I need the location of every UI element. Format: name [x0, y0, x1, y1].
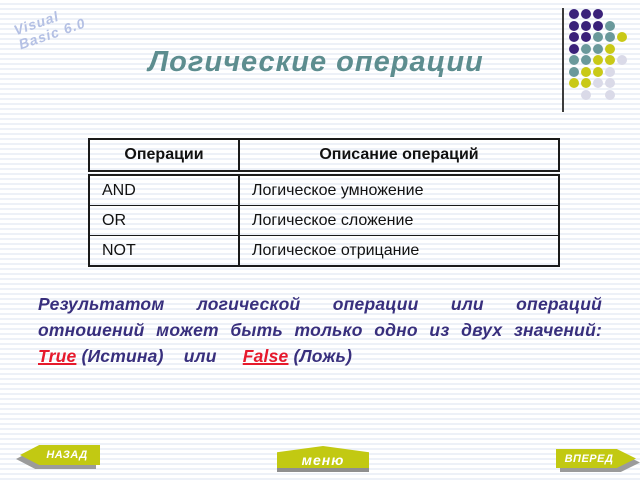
conjunction-word: или	[183, 346, 217, 366]
decor-dot	[605, 55, 615, 65]
decor-dot	[593, 9, 603, 19]
table-header-row: Операции Описание операций	[89, 139, 559, 176]
decor-dot	[605, 32, 615, 42]
decor-dot	[581, 20, 591, 31]
decor-dot	[581, 32, 591, 42]
description-cell: Логическое сложение	[239, 205, 559, 236]
decor-dot	[569, 20, 579, 31]
forward-arrow-icon: ВПЕРЕД	[556, 449, 636, 468]
decor-dot	[605, 66, 615, 77]
true-keyword: True	[38, 346, 77, 366]
menu-pentagon-icon: меню	[277, 446, 369, 469]
true-note: (Истина)	[81, 346, 164, 366]
decor-dot	[593, 32, 603, 42]
description-cell: Логическое отрицание	[239, 235, 559, 266]
decor-dot	[617, 55, 627, 65]
decor-dot	[581, 89, 591, 100]
statement-line3: True (Истина) или False (Ложь)	[38, 343, 602, 369]
forward-button-label: ВПЕРЕД	[564, 452, 614, 465]
operations-table-body: AND Логическое умножение OR Логическое слож…	[89, 173, 559, 266]
operation-cell: NOT	[89, 235, 240, 266]
menu-button[interactable]: меню	[277, 446, 369, 472]
decor-dot	[617, 32, 627, 42]
false-note: (Ложь)	[293, 346, 353, 366]
decor-dot	[593, 78, 603, 88]
decor-dot	[581, 66, 591, 77]
operations-table: Операции Описание операций AND Логическое…	[88, 138, 560, 267]
operations-column-header: Операции	[89, 139, 240, 176]
page-title: Логические операции	[148, 46, 484, 78]
decor-dot	[605, 78, 615, 88]
statement-paragraph: Результатом логической операции или опер…	[38, 291, 602, 369]
decor-dot	[581, 9, 591, 19]
decor-dot	[569, 55, 579, 65]
back-button-label: НАЗАД	[46, 449, 88, 461]
decor-dot	[581, 55, 591, 65]
decor-dot	[593, 55, 603, 65]
decor-dot	[605, 20, 615, 31]
decor-dot	[569, 66, 579, 77]
description-cell: Логическое умножение	[252, 181, 424, 199]
decor-dot	[569, 43, 579, 54]
decor-dot	[593, 66, 603, 77]
decor-dot	[605, 43, 615, 54]
false-keyword: False	[242, 346, 289, 366]
vertical-rule	[562, 8, 564, 112]
description-column-header: Описание операций	[239, 139, 559, 176]
decor-dot	[569, 9, 579, 19]
decor-dot	[605, 89, 615, 100]
back-arrow-icon: НАЗАД	[20, 445, 100, 465]
statement-line1: Результатом логической операции или опер…	[38, 294, 602, 314]
decor-dot	[581, 78, 591, 88]
dots-decoration	[560, 0, 640, 120]
menu-button-label: меню	[301, 452, 345, 468]
decor-dot	[581, 43, 591, 54]
table-row: AND Логическое умножение	[89, 173, 559, 206]
decor-dot	[593, 43, 603, 54]
menu-button-shadow	[277, 468, 369, 472]
forward-button[interactable]: ВПЕРЕД	[556, 449, 640, 472]
decor-dot	[569, 78, 579, 88]
table-row: NOT Логическое отрицание	[89, 235, 559, 266]
operation-cell: OR	[89, 205, 240, 236]
table-row: OR Логическое сложение	[89, 205, 559, 236]
operation-cell: AND	[89, 173, 240, 206]
visual-basic-watermark: Visual Basic 6.0	[12, 1, 88, 53]
statement-line2: отношений может быть только одно из двух…	[38, 320, 602, 340]
decor-dot	[593, 20, 603, 31]
decor-dot	[569, 32, 579, 42]
back-button[interactable]: НАЗАД	[16, 445, 100, 469]
